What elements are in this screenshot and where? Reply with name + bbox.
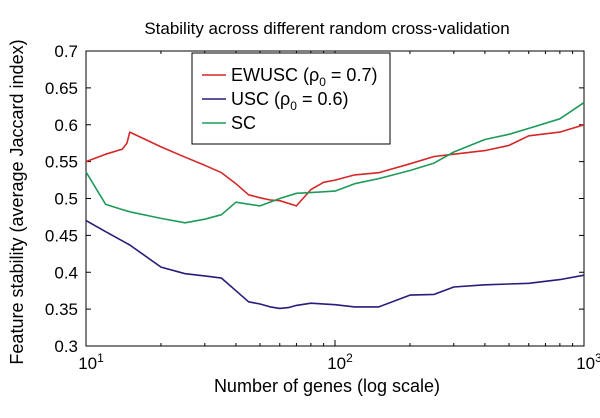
legend: EWUSC (ρ0 = 0.7)USC (ρ0 = 0.6)SC [191,52,391,145]
legend-label-sc: SC [231,113,256,133]
y-tick-label: 0.45 [45,226,78,245]
chart-title: Stability across different random cross-… [144,19,509,38]
y-tick-label: 0.4 [54,263,78,282]
legend-label-usc: USC (ρ0 = 0.6) [231,89,348,113]
series-lines [85,101,585,310]
series-line-usc [85,219,585,310]
y-tick-label: 0.65 [45,79,78,98]
y-tick-label: 0.5 [54,190,78,209]
y-axis-label: Feature stability (average Jaccard index… [7,39,27,364]
y-tick-label: 0.7 [54,42,78,61]
x-tick-label: 102 [327,351,353,373]
x-axis-label: Number of genes (log scale) [214,376,440,396]
y-tick-label: 0.35 [45,300,78,319]
series-line-sc [85,101,585,224]
y-tick-label: 0.55 [45,153,78,172]
y-tick-label: 0.6 [54,116,78,135]
x-tick-label: 103 [576,351,600,373]
x-tick-label: 101 [78,351,104,373]
legend-label-ewusc: EWUSC (ρ0 = 0.7) [231,65,377,89]
series-line-ewusc [85,124,585,207]
y-tick-label: 0.3 [54,337,78,356]
